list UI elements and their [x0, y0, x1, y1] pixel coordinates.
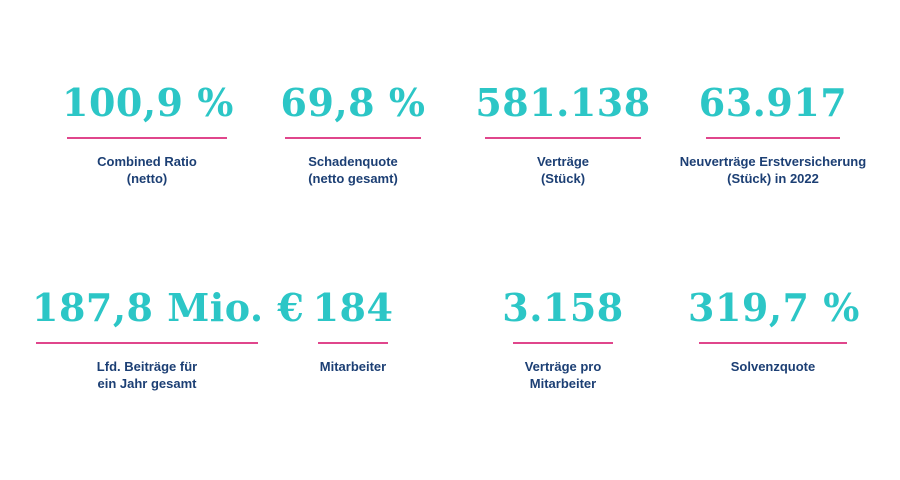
kpi-value: 3.158	[502, 285, 624, 330]
kpi-label-line: (Stück) in 2022	[727, 170, 819, 186]
kpi-value: 69,8 %	[280, 80, 426, 125]
kpi-value: 319,7 %	[688, 285, 860, 330]
kpi-solvenzquote: 319,7 % Solvenzquote	[688, 283, 860, 375]
kpi-divider	[285, 137, 421, 139]
kpi-neuvertraege: 63.917 Neuverträge Erstversicherung (Stü…	[673, 78, 873, 187]
kpi-label-line: Mitarbeiter	[529, 375, 597, 391]
kpi-vertraege-pro-mitarbeiter: 3.158 Verträge pro Mitarbeiter	[493, 283, 633, 392]
kpi-label: Schadenquote (netto gesamt)	[268, 153, 438, 187]
kpi-label-line: Solvenzquote	[730, 358, 816, 374]
kpi-value: 184	[312, 285, 394, 330]
kpi-divider	[318, 342, 388, 344]
kpi-value: 63.917	[698, 80, 848, 125]
kpi-label: Verträge (Stück)	[473, 153, 653, 187]
kpi-value: 187,8 Mio. €	[32, 285, 305, 330]
kpi-mitarbeiter: 184 Mitarbeiter	[293, 283, 413, 375]
kpi-divider	[67, 137, 227, 139]
kpi-lfd-beitraege: 187,8 Mio. € Lfd. Beiträge für ein Jahr …	[32, 283, 304, 392]
kpi-label-line: Mitarbeiter	[319, 358, 387, 374]
kpi-divider	[36, 342, 258, 344]
kpi-divider	[513, 342, 613, 344]
kpi-label-line: (Stück)	[540, 170, 586, 186]
kpi-value: 100,9 %	[62, 80, 234, 125]
kpi-value: 581.138	[475, 80, 651, 125]
kpi-label: Solvenzquote	[688, 358, 858, 375]
kpi-label-line: ein Jahr gesamt	[97, 375, 197, 391]
kpi-combined-ratio: 100,9 % Combined Ratio (netto)	[62, 78, 234, 187]
kpi-label: Combined Ratio (netto)	[62, 153, 232, 187]
kpi-label: Mitarbeiter	[293, 358, 413, 375]
kpi-label-line: Neuverträge Erstversicherung	[679, 153, 867, 169]
kpi-label-line: Lfd. Beiträge für	[96, 358, 198, 374]
kpi-label-line: Verträge pro	[524, 358, 602, 374]
kpi-vertraege: 581.138 Verträge (Stück)	[473, 78, 653, 187]
kpi-label-line: (netto)	[126, 170, 168, 186]
kpi-label-line: Schadenquote	[308, 153, 398, 169]
kpi-label-line: Combined Ratio	[97, 153, 197, 169]
kpi-label: Neuverträge Erstversicherung (Stück) in …	[673, 153, 873, 187]
kpi-divider	[699, 342, 847, 344]
kpi-divider	[706, 137, 840, 139]
kpi-label-line: Verträge	[536, 153, 590, 169]
kpi-label: Verträge pro Mitarbeiter	[493, 358, 633, 392]
kpi-label: Lfd. Beiträge für ein Jahr gesamt	[32, 358, 262, 392]
kpi-label-line: (netto gesamt)	[308, 170, 398, 186]
kpi-schadenquote: 69,8 % Schadenquote (netto gesamt)	[268, 78, 438, 187]
kpi-divider	[485, 137, 641, 139]
